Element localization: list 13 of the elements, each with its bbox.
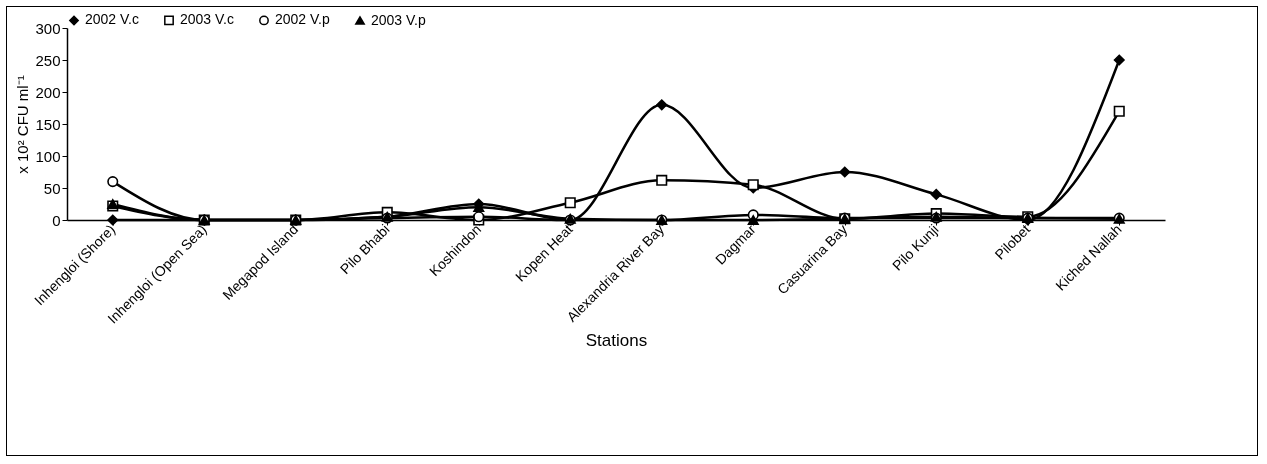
legend-label: 2003 V.p (371, 11, 426, 28)
y-tick-label: 0 (52, 211, 61, 229)
y-tick-label: 200 (35, 83, 61, 101)
legend-label: 2002 V.p (275, 11, 330, 28)
legend-label: 2002 V.c (85, 11, 139, 28)
y-tick-label: 150 (35, 115, 61, 133)
y-axis-title: x 10² CFU ml⁻¹ (14, 75, 32, 174)
y-tick-label: 100 (35, 147, 61, 165)
y-tick-label: 50 (43, 179, 61, 197)
x-axis-title: Stations (585, 330, 648, 350)
y-tick-label: 300 (35, 19, 61, 37)
y-tick-label: 250 (35, 51, 61, 69)
legend-label: 2003 V.c (180, 11, 234, 28)
